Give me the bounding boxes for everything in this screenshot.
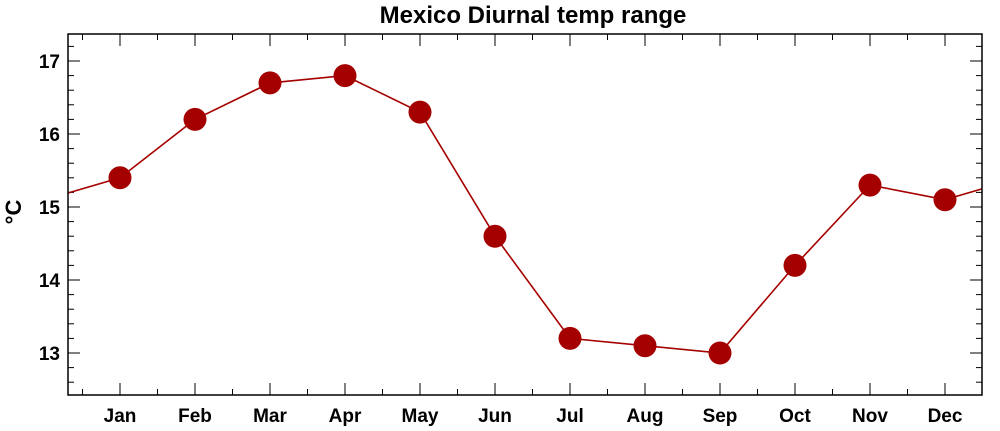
- data-point: [933, 188, 957, 212]
- x-tick-label: Jun: [478, 406, 512, 427]
- x-tick-label: Jul: [556, 406, 583, 427]
- data-point: [708, 341, 732, 365]
- data-point: [558, 326, 582, 350]
- series-line: [67, 74, 983, 354]
- data-point: [408, 100, 432, 124]
- data-point: [633, 334, 657, 358]
- data-point: [183, 107, 207, 131]
- x-tick-label: Aug: [627, 406, 664, 427]
- y-tick-label: 15: [39, 198, 61, 219]
- data-point: [258, 71, 282, 95]
- y-axis-label: °C: [1, 200, 26, 225]
- x-tick-label: Jan: [104, 406, 137, 427]
- x-tick-label: Oct: [779, 406, 811, 427]
- y-tick-label: 16: [39, 125, 60, 146]
- y-tick-label: 14: [39, 271, 61, 292]
- axis-ticks: [68, 34, 982, 395]
- y-tick-label: 17: [39, 52, 60, 73]
- plot-frame: [67, 33, 983, 396]
- chart-title: Mexico Diurnal temp range: [380, 2, 687, 29]
- x-tick-label: May: [402, 406, 439, 427]
- x-tick-label: Sep: [703, 406, 738, 427]
- x-tick-label: Dec: [928, 406, 963, 427]
- tick-labels: 13 14 15 16 17 Jan Feb Mar Apr May Jun Jul Aug Sep Oct…: [39, 52, 963, 427]
- data-points: [108, 64, 957, 365]
- x-tick-label: Feb: [178, 406, 212, 427]
- data-point: [483, 224, 507, 248]
- data-point: [108, 166, 132, 190]
- data-point: [858, 173, 882, 197]
- y-tick-label: 13: [39, 344, 60, 365]
- x-tick-label: Nov: [852, 406, 888, 427]
- x-tick-label: Mar: [253, 406, 287, 427]
- data-point: [333, 64, 357, 88]
- series-line-path: [67, 74, 983, 354]
- data-point: [783, 253, 807, 277]
- x-tick-label: Apr: [329, 406, 362, 427]
